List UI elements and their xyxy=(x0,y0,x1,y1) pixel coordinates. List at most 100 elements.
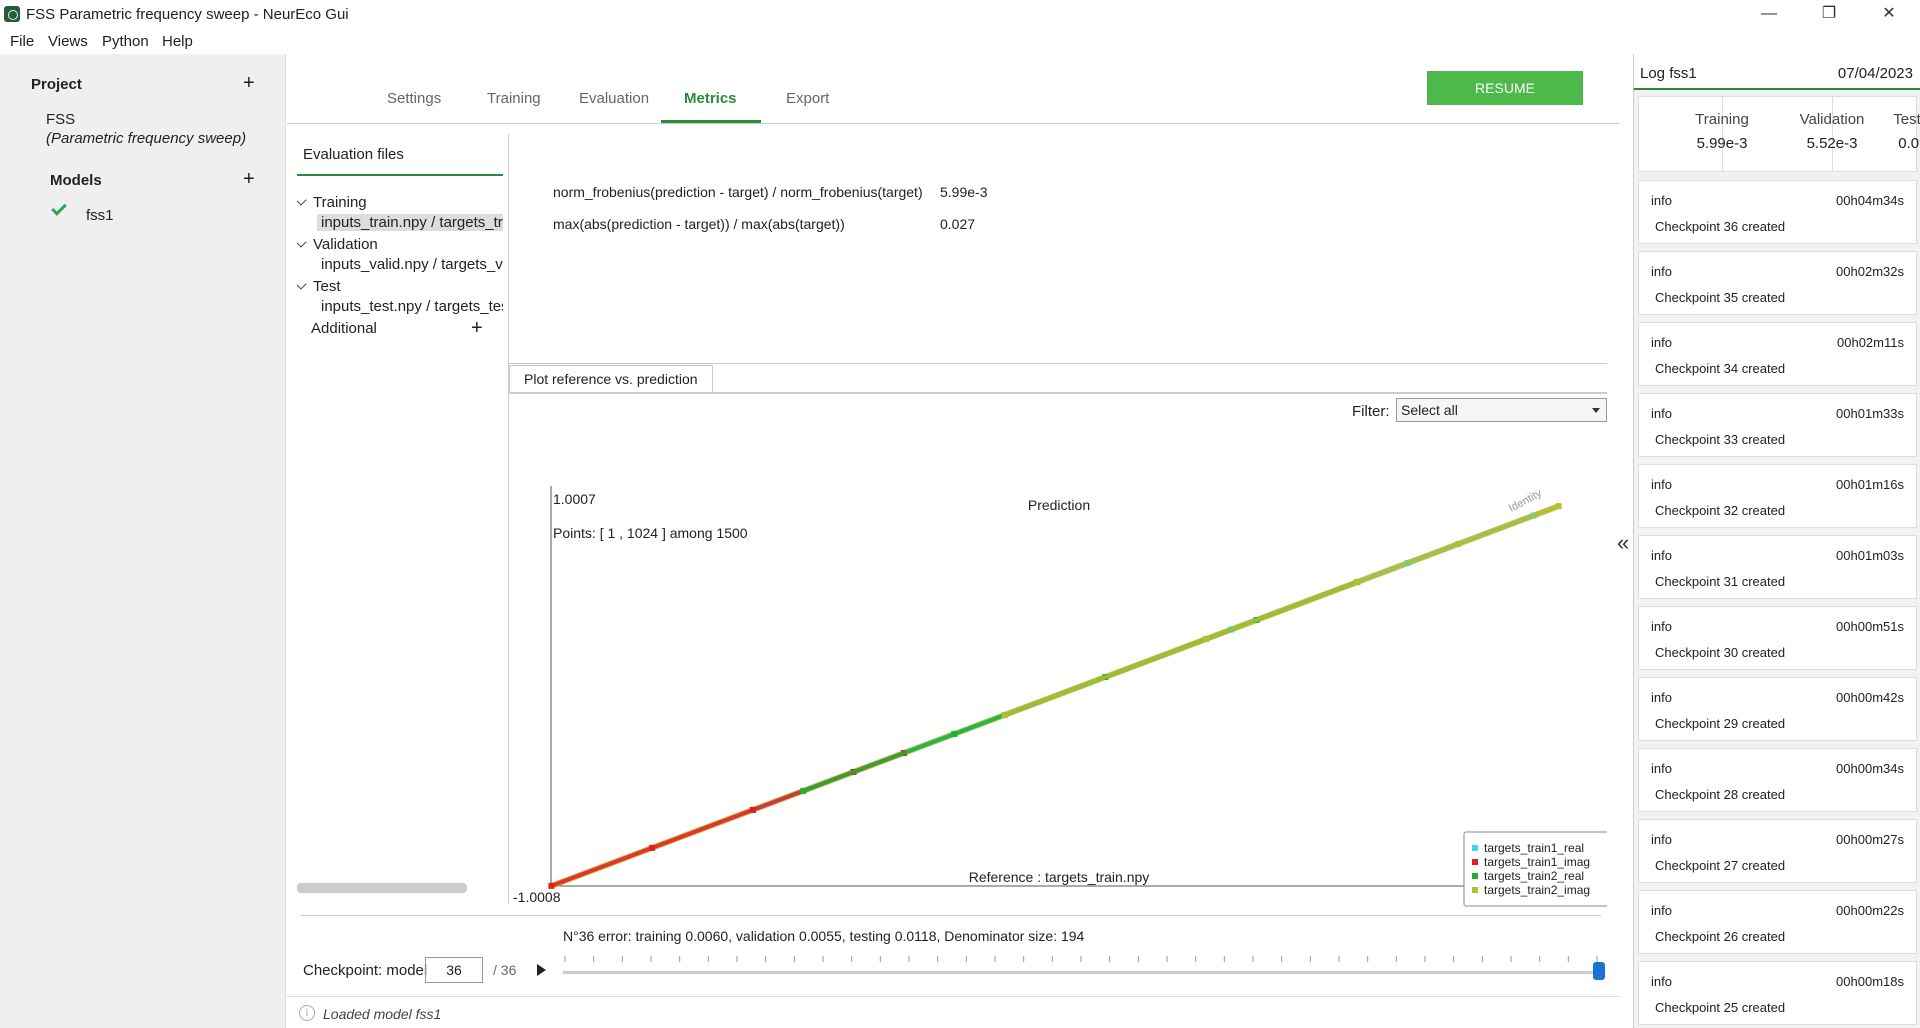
log-item[interactable]: info 00h01m03s Checkpoint 31 created xyxy=(1638,535,1917,599)
collapse-panel-icon[interactable]: « xyxy=(1617,530,1630,555)
bottom-divider xyxy=(301,915,1601,916)
add-model-button[interactable]: + xyxy=(243,168,255,190)
log-level: info xyxy=(1651,690,1672,705)
tab-plot-reference-vs-prediction[interactable]: Plot reference vs. prediction xyxy=(509,365,713,392)
log-item[interactable]: info 00h00m22s Checkpoint 26 created xyxy=(1638,890,1917,954)
evaluation-files-panel: Evaluation files Training inputs_train.n… xyxy=(297,134,503,914)
title-bar: FSS Parametric frequency sweep - NeurEco… xyxy=(0,0,1920,28)
tree-file-test[interactable]: inputs_test.npy / targets_test.npy xyxy=(321,298,503,315)
slider-handle[interactable] xyxy=(1593,962,1605,980)
log-item[interactable]: info 00h01m33s Checkpoint 33 created xyxy=(1638,393,1917,457)
tree-file-validation[interactable]: inputs_valid.npy / targets_valid.npy xyxy=(321,256,503,273)
filter-select[interactable]: Select all xyxy=(1396,398,1607,422)
log-time: 00h02m32s xyxy=(1836,264,1904,279)
reference-vs-prediction-plot: Identity 1.0007 Points: [ 1 , 1024 ] among… xyxy=(509,424,1611,914)
slider-ticks xyxy=(564,956,1598,962)
checkpoint-slider[interactable] xyxy=(563,971,1601,974)
project-name[interactable]: FSS xyxy=(46,111,76,128)
tree-group-validation[interactable]: Validation xyxy=(297,236,378,253)
play-icon[interactable] xyxy=(537,964,546,976)
minimize-button[interactable]: — xyxy=(1761,5,1777,22)
menu-file[interactable]: File xyxy=(10,33,35,50)
filter-label: Filter: xyxy=(1352,403,1390,420)
maximize-button[interactable]: ❐ xyxy=(1821,5,1837,22)
data-point xyxy=(951,730,958,737)
data-point xyxy=(649,844,656,851)
legend-swatch xyxy=(1472,887,1478,893)
metric-label: max(abs(prediction - target)) / max(abs(… xyxy=(553,216,845,232)
checkpoint-input[interactable]: 36 xyxy=(425,957,483,983)
add-project-button[interactable]: + xyxy=(243,72,255,94)
tab-bar: Settings Training Evaluation Metrics Exp… xyxy=(287,54,1619,124)
tab-evaluation[interactable]: Evaluation xyxy=(579,90,650,107)
tab-export[interactable]: Export xyxy=(786,90,830,107)
log-time: 00h01m33s xyxy=(1836,406,1904,421)
log-item[interactable]: info 00h02m11s Checkpoint 34 created xyxy=(1638,322,1917,386)
chart-subtitle: Points: [ 1 , 1024 ] among 1500 xyxy=(553,525,748,541)
log-message: Checkpoint 36 created xyxy=(1655,219,1786,234)
tab-settings[interactable]: Settings xyxy=(387,90,442,107)
series-segment xyxy=(1457,504,1560,546)
data-point xyxy=(548,882,555,889)
main-panel: Settings Training Evaluation Metrics Exp… xyxy=(287,54,1619,1028)
log-time: 00h01m03s xyxy=(1836,548,1904,563)
metric-value: 5.99e-3 xyxy=(940,184,988,200)
log-item[interactable]: info 00h00m42s Checkpoint 29 created xyxy=(1638,677,1917,741)
log-item[interactable]: info 00h00m51s Checkpoint 30 created xyxy=(1638,606,1917,670)
log-message: Checkpoint 25 created xyxy=(1655,1000,1786,1015)
menu-bar: File Views Python Help xyxy=(0,28,1920,54)
panel-divider xyxy=(508,134,509,904)
chevron-down-icon xyxy=(297,278,307,290)
tree-file-training[interactable]: inputs_train.npy / targets_train.npy xyxy=(317,214,503,231)
log-item[interactable]: info 00h00m34s Checkpoint 28 created xyxy=(1638,748,1917,812)
resume-button[interactable]: RESUME xyxy=(1427,71,1583,105)
x-min-label: -1.0008 xyxy=(513,889,561,905)
menu-python[interactable]: Python xyxy=(102,33,149,50)
score-validation: Validation 5.52e-3 xyxy=(1723,97,1864,171)
tab-training[interactable]: Training xyxy=(487,90,541,107)
log-item[interactable]: info 00h00m27s Checkpoint 27 created xyxy=(1638,819,1917,883)
menu-views[interactable]: Views xyxy=(48,33,88,50)
log-item[interactable]: info 00h00m18s Checkpoint 25 created xyxy=(1638,961,1917,1025)
score-training: Training 5.99e-3 xyxy=(1639,97,1749,171)
tree-group-training[interactable]: Training xyxy=(297,194,367,211)
checkpoint-total: / 36 xyxy=(493,962,517,978)
log-time: 00h04m34s xyxy=(1836,193,1904,208)
log-message: Checkpoint 29 created xyxy=(1655,716,1786,731)
log-level: info xyxy=(1651,264,1672,279)
tree-group-test[interactable]: Test xyxy=(297,278,341,295)
log-message: Checkpoint 27 created xyxy=(1655,858,1786,873)
data-point xyxy=(1555,503,1562,510)
log-time: 00h00m42s xyxy=(1836,690,1904,705)
log-message: Checkpoint 34 created xyxy=(1655,361,1786,376)
log-message: Checkpoint 28 created xyxy=(1655,787,1786,802)
menu-help[interactable]: Help xyxy=(162,33,193,50)
add-additional-file-button[interactable]: + xyxy=(471,317,483,339)
log-item[interactable]: info 00h04m34s Checkpoint 36 created xyxy=(1638,180,1917,244)
tree-group-additional[interactable]: Additional xyxy=(311,320,377,337)
app-logo-icon xyxy=(4,6,20,22)
log-time: 00h02m11s xyxy=(1837,335,1904,350)
log-time: 00h00m18s xyxy=(1836,974,1904,989)
model-item-fss1[interactable]: fss1 xyxy=(86,207,114,224)
y-max-label: 1.0007 xyxy=(553,491,596,507)
log-message: Checkpoint 33 created xyxy=(1655,432,1786,447)
log-time: 00h00m22s xyxy=(1836,903,1904,918)
close-button[interactable]: ✕ xyxy=(1882,5,1896,22)
status-text: Loaded model fss1 xyxy=(323,1006,442,1022)
log-item[interactable]: info 00h01m16s Checkpoint 32 created xyxy=(1638,464,1917,528)
metric-label: norm_frobenius(prediction - target) / no… xyxy=(553,184,923,200)
metric-value: 0.027 xyxy=(940,216,976,232)
legend-entry: targets_train1_real xyxy=(1484,841,1584,855)
log-item[interactable]: info 00h02m32s Checkpoint 35 created xyxy=(1638,251,1917,315)
horizontal-scrollbar[interactable] xyxy=(297,883,467,893)
chevron-down-icon xyxy=(297,236,307,248)
legend-swatch xyxy=(1472,873,1478,879)
log-level: info xyxy=(1651,903,1672,918)
check-icon xyxy=(51,200,67,216)
legend-entry: targets_train2_imag xyxy=(1484,883,1590,897)
chevron-down-icon xyxy=(1592,408,1600,413)
log-message: Checkpoint 35 created xyxy=(1655,290,1786,305)
tab-metrics[interactable]: Metrics xyxy=(684,90,737,107)
